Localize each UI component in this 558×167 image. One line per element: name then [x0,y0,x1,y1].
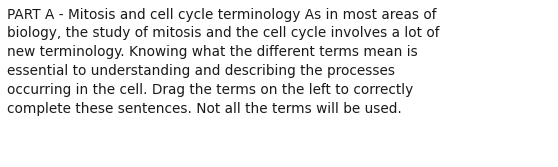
Text: PART A - Mitosis and cell cycle terminology As in most areas of
biology, the stu: PART A - Mitosis and cell cycle terminol… [7,8,440,116]
